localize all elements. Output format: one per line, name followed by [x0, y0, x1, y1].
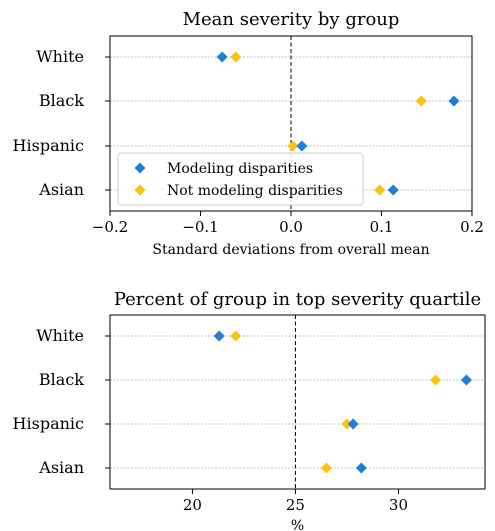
point-modeling-asian — [387, 184, 399, 196]
x-tick-label: 30 — [389, 496, 408, 514]
category-label-hispanic: Hispanic — [13, 136, 84, 155]
point-not_modeling-hispanic — [287, 140, 299, 152]
point-modeling-white — [216, 51, 228, 63]
legend-marker-not_modeling — [134, 184, 146, 196]
plot-frame — [109, 314, 486, 490]
x-tick-label: 0.0 — [279, 218, 303, 236]
chart-panel-2: Percent of group in top severity quartil… — [13, 289, 486, 531]
point-not_modeling-asian — [320, 462, 332, 474]
x-tick-label: 20 — [183, 496, 202, 514]
point-not_modeling-black — [430, 374, 442, 386]
chart-title: Percent of group in top severity quartil… — [114, 289, 481, 310]
point-not_modeling-black — [415, 95, 427, 107]
point-not_modeling-asian — [374, 184, 386, 196]
point-modeling-hispanic — [347, 418, 359, 430]
point-not_modeling-white — [230, 51, 242, 63]
category-label-asian: Asian — [38, 180, 84, 199]
point-modeling-white — [213, 330, 225, 342]
x-axis-label: Standard deviations from overall mean — [152, 242, 429, 258]
point-modeling-black — [460, 374, 472, 386]
x-tick-label: 0.1 — [370, 218, 394, 236]
category-label-black: Black — [39, 91, 84, 110]
x-tick-label: −0.2 — [92, 218, 128, 236]
category-label-hispanic: Hispanic — [13, 414, 84, 433]
point-modeling-hispanic — [296, 140, 308, 152]
point-not_modeling-white — [230, 330, 242, 342]
category-label-white: White — [36, 326, 84, 345]
chart-panel-1: Mean severity by group White Black Hispanic… — [13, 9, 484, 258]
category-label-white: White — [36, 47, 84, 66]
category-label-black: Black — [39, 370, 84, 389]
chart-title: Mean severity by group — [183, 9, 400, 30]
category-label-asian: Asian — [38, 458, 84, 477]
legend-box — [117, 152, 364, 206]
legend-label-modeling: Modeling disparities — [167, 161, 313, 177]
point-modeling-black — [448, 95, 460, 107]
legend-label-not_modeling: Not modeling disparities — [167, 183, 343, 199]
legend: Modeling disparities Not modeling dispari… — [117, 152, 364, 206]
point-not_modeling-hispanic — [341, 418, 353, 430]
x-tick-label: 25 — [286, 496, 305, 514]
legend-marker-modeling — [134, 162, 146, 174]
point-modeling-asian — [355, 462, 367, 474]
x-tick-label: 0.2 — [460, 218, 484, 236]
x-axis-label: % — [291, 518, 304, 531]
x-tick-label: −0.1 — [182, 218, 218, 236]
